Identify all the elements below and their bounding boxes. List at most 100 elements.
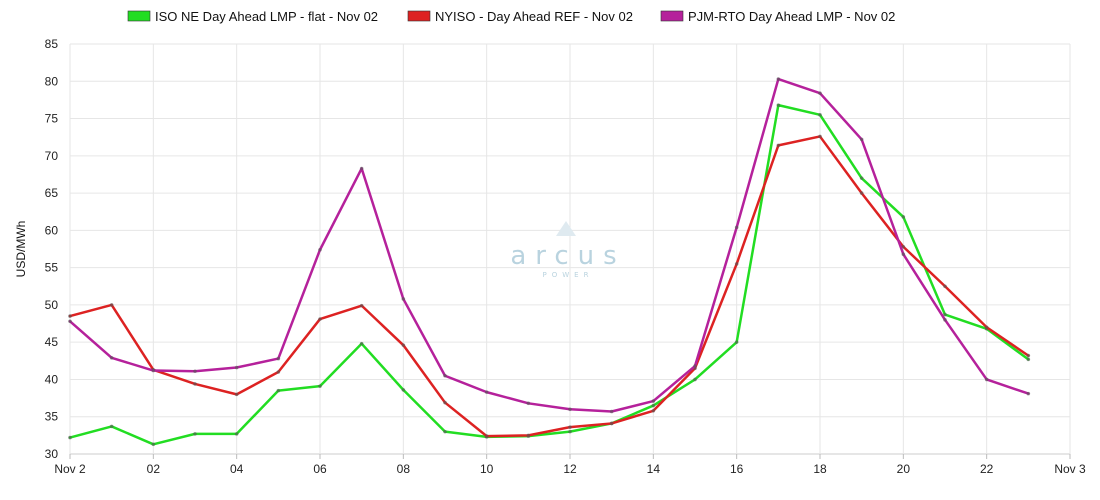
series-2-point — [609, 421, 614, 426]
legend[interactable]: ISO NE Day Ahead LMP - flat - Nov 02 NYIS… — [127, 9, 895, 24]
series-1-point — [443, 429, 447, 434]
series-3-point — [568, 407, 572, 412]
series-1-point — [359, 341, 364, 346]
y-tick-label: 75 — [45, 112, 59, 126]
legend-label: ISO NE Day Ahead LMP - flat - Nov 02 — [155, 9, 378, 24]
series-1-point — [776, 103, 781, 107]
legend-item-3[interactable]: PJM-RTO Day Ahead LMP - Nov 02 — [660, 9, 895, 24]
series-2-point — [526, 433, 531, 438]
series-1-point — [943, 312, 947, 317]
series-2-point — [1026, 353, 1031, 358]
x-tick-label: 12 — [563, 462, 577, 476]
series-lines — [68, 77, 1031, 447]
series-2-point — [318, 317, 322, 321]
y-tick-label: 60 — [45, 223, 59, 237]
series-3-point — [318, 247, 322, 252]
series-3-point — [443, 373, 447, 378]
x-tick-label: 04 — [230, 462, 244, 476]
series-1-point — [401, 388, 406, 392]
series-1-point — [568, 429, 572, 434]
series-2-point — [734, 262, 739, 266]
series-2-point — [984, 325, 989, 330]
series-3-point — [526, 401, 531, 406]
legend-item-1[interactable]: ISO NE Day Ahead LMP - flat - Nov 02 — [127, 9, 378, 24]
series-2-point — [193, 382, 197, 386]
watermark-logo-triangle — [556, 221, 576, 236]
y-tick-label: 35 — [45, 410, 59, 424]
series-3-point — [984, 377, 989, 382]
y-tick-label: 45 — [45, 335, 59, 349]
x-tick-label: 08 — [397, 462, 411, 476]
series-2-point — [109, 303, 114, 307]
series-3-point — [151, 368, 156, 373]
series-3-point — [818, 91, 822, 95]
series-3-point — [693, 364, 697, 368]
series-2-point — [68, 314, 72, 318]
series-3-point — [651, 399, 656, 403]
series-2-point — [401, 343, 406, 347]
series-2-point — [568, 425, 572, 429]
series-3-point — [859, 137, 864, 142]
y-tick-label: 80 — [45, 74, 59, 88]
series-1-point — [68, 435, 72, 440]
y-tick-label: 30 — [45, 447, 59, 461]
series-line-2 — [68, 135, 1030, 438]
series-2-point — [484, 434, 489, 438]
series-3-point — [68, 319, 72, 324]
series-2-point — [818, 134, 822, 139]
series-3-point — [943, 318, 947, 322]
series-3-point — [401, 297, 406, 301]
series-1-point — [318, 384, 322, 388]
series-3-point — [484, 390, 489, 394]
x-tick-label: Nov 2 — [54, 462, 86, 476]
y-tick-label: 65 — [45, 186, 59, 200]
series-line-1 — [68, 103, 1030, 446]
x-tick-label: 14 — [647, 462, 661, 476]
legend-item-2[interactable]: NYISO - Day Ahead REF - Nov 02 — [407, 9, 633, 24]
series-1-point — [276, 388, 281, 393]
legend-label: PJM-RTO Day Ahead LMP - Nov 02 — [688, 9, 895, 24]
series-3-point — [609, 409, 614, 414]
series-3-point — [276, 356, 281, 361]
grid-lines — [69, 43, 1071, 455]
series-3-point — [901, 252, 906, 257]
series-2-point — [651, 408, 656, 413]
series-1-point — [901, 215, 906, 219]
y-axis-label: USD/MWh — [14, 221, 28, 278]
legend-swatch — [407, 10, 431, 22]
y-tick-label: 85 — [45, 37, 59, 51]
series-3-point — [776, 77, 781, 81]
series-1-point — [109, 424, 114, 429]
x-tick-label: 16 — [730, 462, 744, 476]
series-3-point — [193, 369, 197, 374]
series-2-point — [943, 284, 947, 289]
x-tick-label: 18 — [813, 462, 827, 476]
x-tick-label: Nov 3 — [1054, 462, 1086, 476]
series-3-point — [109, 356, 114, 360]
series-2-point — [901, 244, 906, 249]
legend-swatch — [127, 10, 151, 22]
series-2-point — [859, 191, 864, 195]
series-line-3 — [68, 77, 1030, 413]
axes: 30 35 40 45 50 55 60 65 70 75 80 85 Nov 2 02 04 06 08 10 1… — [14, 37, 1086, 476]
series-1-point — [693, 377, 697, 382]
x-tick-label: 06 — [313, 462, 327, 476]
series-2-point — [443, 400, 447, 405]
series-1-point — [193, 432, 197, 436]
series-1-point — [818, 113, 822, 117]
series-3-point — [734, 225, 739, 230]
y-tick-label: 55 — [45, 261, 59, 275]
series-2-point — [359, 303, 364, 308]
series-1-point — [651, 403, 656, 408]
series-1-point — [151, 442, 156, 447]
legend-swatch — [660, 10, 684, 22]
series-1-point — [234, 432, 239, 436]
series-1-point — [1026, 357, 1031, 362]
watermark-sub: POWER — [543, 271, 594, 279]
arcus-power-watermark: arcus POWER — [510, 221, 617, 279]
y-tick-label: 70 — [45, 149, 59, 163]
series-2-point — [776, 143, 781, 148]
series-3-point — [234, 365, 239, 370]
x-tick-label: 20 — [897, 462, 911, 476]
